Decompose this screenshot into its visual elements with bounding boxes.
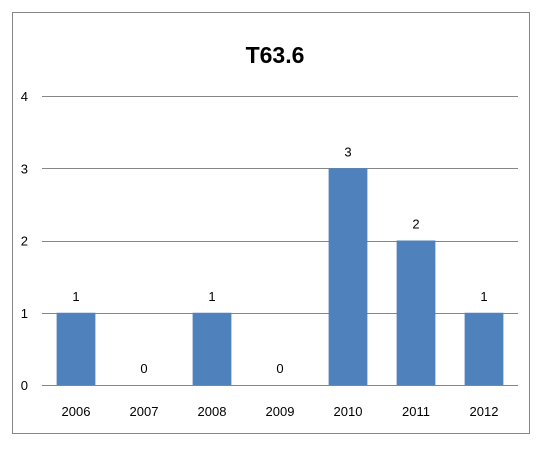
data-label-2011: 2 (412, 217, 419, 232)
data-label-2010: 3 (344, 144, 351, 159)
x-tick-label-2009: 2009 (266, 404, 295, 419)
bar-2006 (56, 312, 96, 385)
x-axis-ticks: 2006 2007 2008 2009 2010 2011 2012 (62, 404, 499, 419)
chart-title: T63.6 (246, 42, 305, 68)
data-labels: 1 0 1 0 3 2 1 (72, 144, 487, 376)
data-label-2007: 0 (140, 361, 147, 376)
data-label-2009: 0 (276, 361, 283, 376)
data-label-2008: 1 (208, 289, 215, 304)
bar-2012 (464, 312, 504, 385)
y-tick-label: 0 (21, 378, 28, 393)
y-tick-label: 1 (21, 306, 28, 321)
bar-2008 (192, 312, 232, 385)
y-axis-ticks: 0 1 2 3 4 (21, 89, 28, 393)
x-tick-label-2010: 2010 (334, 404, 363, 419)
chart-frame (12, 12, 530, 434)
x-tick-label-2006: 2006 (62, 404, 91, 419)
x-tick-label-2011: 2011 (402, 404, 430, 419)
gridlines (42, 96, 518, 386)
x-tick-label-2008: 2008 (198, 404, 227, 419)
data-label-2006: 1 (72, 289, 79, 304)
bar-2010 (328, 168, 368, 385)
bar-2011 (396, 240, 436, 385)
data-label-2012: 1 (480, 289, 487, 304)
y-tick-label: 2 (21, 234, 28, 249)
y-tick-label: 3 (21, 161, 28, 176)
bars (56, 168, 504, 385)
y-tick-label: 4 (21, 89, 28, 104)
x-tick-label-2007: 2007 (130, 404, 159, 419)
x-tick-label-2012: 2012 (470, 404, 499, 419)
